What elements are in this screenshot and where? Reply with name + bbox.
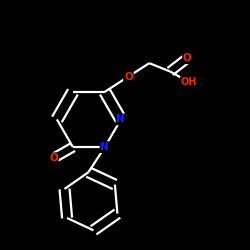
Text: N: N xyxy=(100,142,109,152)
Text: N: N xyxy=(116,114,125,124)
Text: OH: OH xyxy=(181,77,197,87)
Text: O: O xyxy=(183,53,192,63)
Text: O: O xyxy=(124,72,133,82)
Text: O: O xyxy=(49,153,58,163)
